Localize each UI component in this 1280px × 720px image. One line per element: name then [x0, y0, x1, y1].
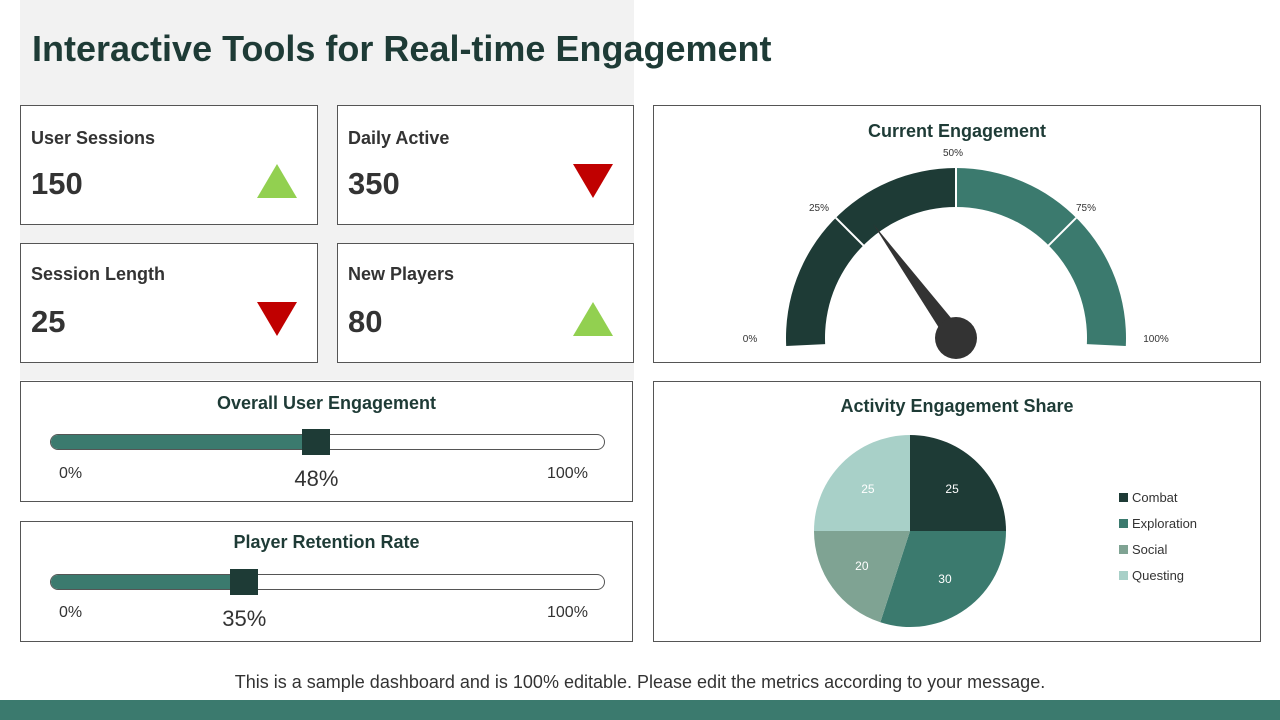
gauge-tick-label: 75%	[1076, 203, 1096, 214]
gauge-tick	[1046, 217, 1077, 248]
slider-min-label: 0%	[59, 604, 83, 621]
slider-value: 35%	[222, 606, 267, 631]
gauge-tick-label: 100%	[1143, 334, 1169, 345]
legend-swatch	[1119, 492, 1128, 502]
triangle-down-icon	[257, 302, 297, 336]
legend-label: Combat	[1132, 489, 1178, 505]
kpi-value: 150	[31, 166, 83, 201]
page-title: Interactive Tools for Real-time Engageme…	[32, 28, 772, 69]
kpi-label: Session Length	[31, 264, 166, 284]
legend-label: Exploration	[1132, 515, 1198, 531]
pie-data-label: 30	[938, 572, 952, 586]
gauge-tick-label: 0%	[743, 334, 758, 345]
kpi-user-sessions: User Sessions 150	[20, 105, 318, 225]
legend-item: Questing	[1119, 562, 1197, 588]
pie-slice-social	[814, 531, 910, 623]
gauge-needle-hub	[935, 317, 977, 359]
gauge-title: Current Engagement	[867, 121, 1047, 141]
triangle-up-icon	[573, 302, 613, 336]
pie-slice-combat	[910, 435, 1006, 531]
legend-item: Combat	[1119, 484, 1197, 510]
slider-handle[interactable]	[230, 569, 259, 595]
gauge-segment	[956, 168, 1126, 347]
legend-label: Social	[1132, 541, 1168, 557]
pie-title: Activity Engagement Share	[840, 396, 1074, 416]
legend-label: Questing	[1132, 567, 1185, 583]
triangle-down-icon	[573, 164, 613, 198]
bottom-bar	[0, 700, 1280, 720]
pie-data-label: 20	[855, 559, 869, 573]
gauge-chart: 0% 25% 50% 75% 100%	[743, 148, 1169, 359]
slider-max-label: 100%	[547, 604, 588, 621]
pie-legend: Combat Exploration Social Questing	[1119, 484, 1197, 588]
gauge-tick-label: 50%	[943, 148, 963, 159]
pie-slice-questing	[814, 435, 910, 531]
slider-title: Overall User Engagement	[216, 393, 437, 413]
slider-min-label: 0%	[59, 465, 83, 482]
kpi-session-length: Session Length 25	[20, 243, 318, 363]
pie-data-label: 25	[861, 482, 875, 496]
kpi-label: New Players	[348, 264, 455, 284]
slider-card-engagement: Overall User Engagement 0% 100% 48%	[20, 381, 633, 502]
gauge-tick	[835, 217, 866, 248]
kpi-value: 350	[348, 166, 400, 201]
kpi-label: User Sessions	[31, 128, 156, 148]
gauge-needle	[873, 223, 964, 344]
slider-handle[interactable]	[302, 429, 331, 455]
legend-swatch	[1119, 518, 1128, 528]
slider-fill	[51, 435, 317, 449]
legend-swatch	[1119, 570, 1128, 580]
slider-value: 48%	[294, 466, 339, 491]
kpi-value: 25	[31, 304, 66, 339]
gauge-tick-label: 25%	[809, 203, 829, 214]
kpi-daily-active: Daily Active 350	[337, 105, 634, 225]
legend-swatch	[1119, 544, 1128, 554]
pie-data-label: 25	[945, 482, 959, 496]
legend-item: Exploration	[1119, 510, 1197, 536]
pie-slice-exploration	[880, 531, 1006, 627]
pie-card: Activity Engagement Share 25 30 20 25 Comba…	[653, 381, 1261, 642]
slider-track[interactable]	[50, 574, 605, 590]
slider-fill	[51, 575, 245, 589]
slider-title: Player Retention Rate	[233, 532, 420, 552]
gauge-card: Current Engagement 0% 25% 50% 75% 100%	[653, 105, 1261, 363]
pie-chart: 25 30 20 25	[814, 435, 1006, 627]
gauge-segment	[786, 168, 956, 347]
kpi-new-players: New Players 80	[337, 243, 634, 363]
slider-max-label: 100%	[547, 465, 588, 482]
kpi-label: Daily Active	[348, 128, 450, 148]
slider-card-retention: Player Retention Rate 0% 100% 35%	[20, 521, 633, 642]
footer-note: This is a sample dashboard and is 100% e…	[234, 672, 1046, 692]
kpi-value: 80	[348, 304, 383, 339]
legend-item: Social	[1119, 536, 1197, 562]
triangle-up-icon	[257, 164, 297, 198]
